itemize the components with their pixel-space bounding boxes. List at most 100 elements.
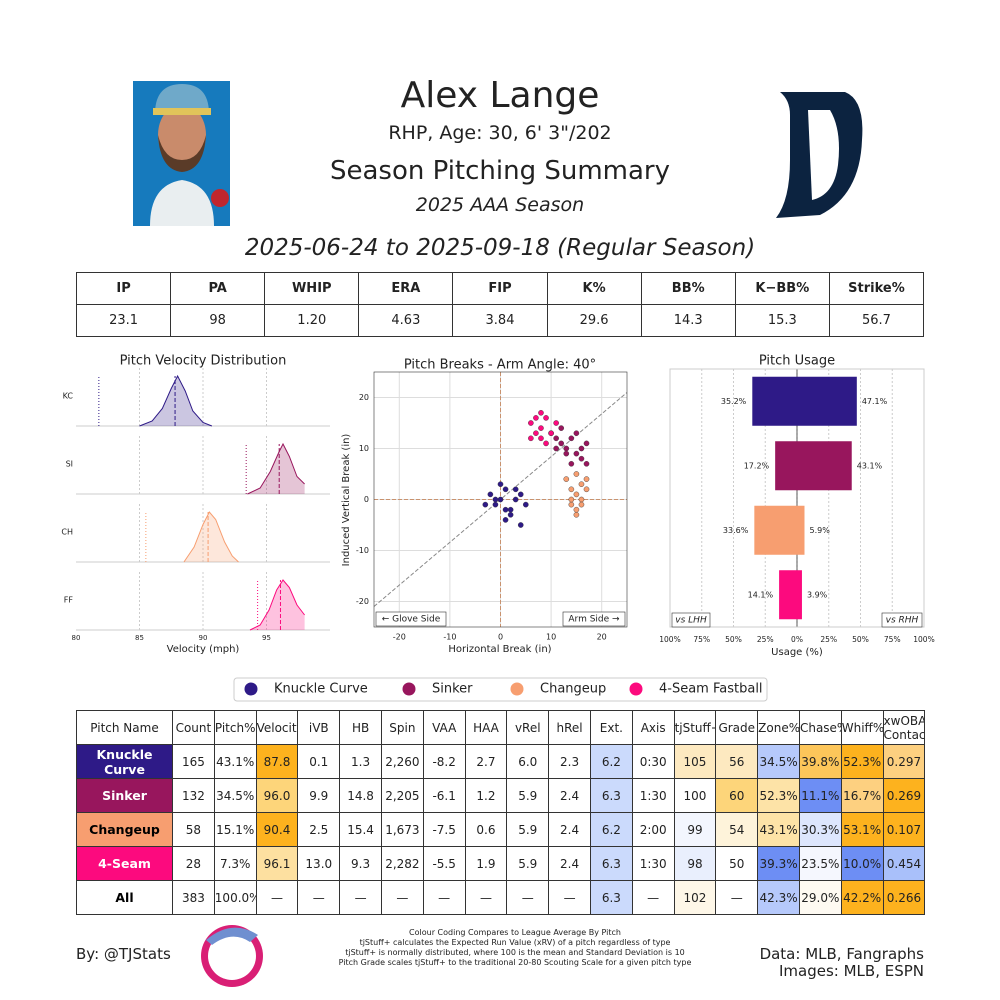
panel-label: FF bbox=[64, 596, 74, 605]
density-curve bbox=[183, 511, 239, 563]
date-range: 2025-06-24 to 2025-09-18 (Regular Season… bbox=[244, 235, 756, 261]
pitch-cell: 42.2% bbox=[840, 880, 884, 915]
pitch-cell: 105 bbox=[673, 744, 717, 779]
stats-table: IP PA WHIP ERA FIP K% BB% K−BB% Strike% 23.1 98 1.2… bbox=[75, 272, 925, 337]
pitch-point bbox=[578, 455, 585, 462]
density-curve bbox=[247, 442, 305, 495]
pitch-cell: -7.5 bbox=[422, 812, 466, 847]
side-box bbox=[671, 612, 711, 628]
stats-row: 23.1 98 1.20 4.63 3.84 29.6 14.3 15.3 56.7 bbox=[75, 304, 925, 337]
pitch-cell: 1.9 bbox=[464, 846, 508, 881]
pitch-point bbox=[502, 506, 509, 513]
pitch-cell: 165 bbox=[172, 744, 215, 779]
stats-header: FIP bbox=[452, 272, 548, 305]
stats-value: 1.20 bbox=[264, 304, 360, 337]
usage-bar bbox=[797, 505, 805, 555]
chart-title: Pitch Usage bbox=[759, 354, 835, 369]
pitch-point bbox=[523, 501, 529, 508]
column-header: Spin bbox=[380, 710, 424, 745]
pitch-cell: 2.3 bbox=[548, 744, 591, 779]
pitch-cell: — bbox=[548, 880, 591, 915]
pitch-cell: 2.4 bbox=[548, 778, 591, 813]
pitch-row: Sinker 132 34.5% 96.0 9.9 14.8 2,205 -6.1 1.2 5.9… bbox=[76, 778, 926, 813]
column-header: Pitch Name bbox=[76, 710, 173, 745]
pitch-cell: 5.9 bbox=[506, 812, 550, 847]
pitch-cell: 1:30 bbox=[631, 846, 675, 881]
x-tick-label: 75% bbox=[693, 635, 710, 644]
pitch-point bbox=[512, 496, 519, 503]
pitch-cell: 100 bbox=[673, 778, 717, 813]
stats-value: 4.63 bbox=[358, 304, 454, 337]
pitch-point bbox=[507, 512, 514, 518]
stats-header: K−BB% bbox=[734, 272, 830, 305]
pitch-name: Sinker bbox=[76, 778, 173, 813]
pitch-point bbox=[573, 512, 580, 518]
pitch-cell: 2.5 bbox=[297, 812, 341, 847]
pitch-point bbox=[568, 486, 575, 493]
tjstats-logo bbox=[201, 925, 263, 987]
season: 2025 AAA Season bbox=[415, 194, 585, 216]
pitch-point bbox=[563, 476, 570, 482]
pitch-point bbox=[563, 445, 570, 452]
density-fill bbox=[183, 512, 239, 562]
pitch-cell: 96.0 bbox=[255, 778, 299, 813]
pitch-point bbox=[487, 491, 494, 498]
pitch-cell: 34.5% bbox=[757, 744, 800, 779]
density-fill bbox=[139, 376, 212, 426]
column-header: vRel bbox=[506, 710, 550, 745]
column-header: xwOBA Contact bbox=[882, 710, 926, 745]
pitch-cell: 5.9 bbox=[506, 846, 550, 881]
column-header: Whiff% bbox=[840, 710, 884, 745]
value-label: 5.9% bbox=[809, 526, 830, 535]
pitch-point bbox=[573, 471, 580, 477]
column-header: Pitch% bbox=[213, 710, 257, 745]
pitch-cell: 29.0% bbox=[798, 880, 842, 915]
column-header: HB bbox=[339, 710, 382, 745]
pitch-cell: 30.3% bbox=[798, 812, 842, 847]
x-tick-label: 0 bbox=[498, 633, 503, 642]
stats-header: IP bbox=[75, 272, 172, 305]
stats-header: BB% bbox=[640, 272, 736, 305]
pitch-point bbox=[512, 486, 519, 493]
pitch-cell: 5.9 bbox=[506, 778, 550, 813]
stats-value: 23.1 bbox=[75, 304, 172, 337]
pitch-row: Knuckle Curve 165 43.1% 87.8 0.1 1.3 2,260 -8.2… bbox=[76, 744, 926, 779]
pitch-cell: 58 bbox=[172, 812, 215, 847]
pitch-cell: 6.3 bbox=[589, 778, 633, 813]
pitch-cell: 99 bbox=[673, 812, 717, 847]
pitch-name: Knuckle Curve bbox=[76, 744, 173, 779]
column-header: Velocity bbox=[255, 710, 299, 745]
pitch-cell: 0.266 bbox=[882, 880, 926, 915]
pitch-point bbox=[517, 491, 524, 498]
pitch-cell: 53.1% bbox=[840, 812, 884, 847]
pitch-cell: 1:30 bbox=[631, 778, 675, 813]
pitch-cell: 2.7 bbox=[464, 744, 508, 779]
pitch-point bbox=[538, 425, 544, 431]
pitch-point bbox=[573, 430, 580, 437]
pitch-point bbox=[538, 409, 544, 416]
stats-value: 3.84 bbox=[452, 304, 548, 337]
stats-header: PA bbox=[170, 272, 266, 305]
chart-title: Pitch Breaks - Arm Angle: 40° bbox=[404, 358, 596, 373]
pitch-cell: 56 bbox=[715, 744, 759, 779]
pitch-point bbox=[568, 496, 575, 503]
annotation-box bbox=[375, 611, 447, 627]
x-tick-label: 25% bbox=[820, 635, 837, 644]
pitch-point bbox=[568, 460, 575, 467]
legend-label: Changeup bbox=[540, 682, 606, 697]
x-tick-label: 90 bbox=[199, 634, 208, 642]
column-header: hRel bbox=[548, 710, 591, 745]
pitch-cell: 6.3 bbox=[589, 880, 633, 915]
legend-label: 4-Seam Fastball bbox=[659, 682, 763, 697]
x-tick-label: 100% bbox=[913, 635, 934, 644]
pitch-cell: — bbox=[422, 880, 466, 915]
y-tick-label: 20 bbox=[359, 393, 369, 402]
pitch-point bbox=[568, 435, 575, 442]
pitch-cell: -5.5 bbox=[422, 846, 466, 881]
x-tick-label: -20 bbox=[393, 633, 406, 642]
pitch-point bbox=[528, 435, 534, 442]
pitch-cell: — bbox=[464, 880, 508, 915]
pitch-cell: 87.8 bbox=[255, 744, 299, 779]
pitch-cell: 1.3 bbox=[339, 744, 382, 779]
